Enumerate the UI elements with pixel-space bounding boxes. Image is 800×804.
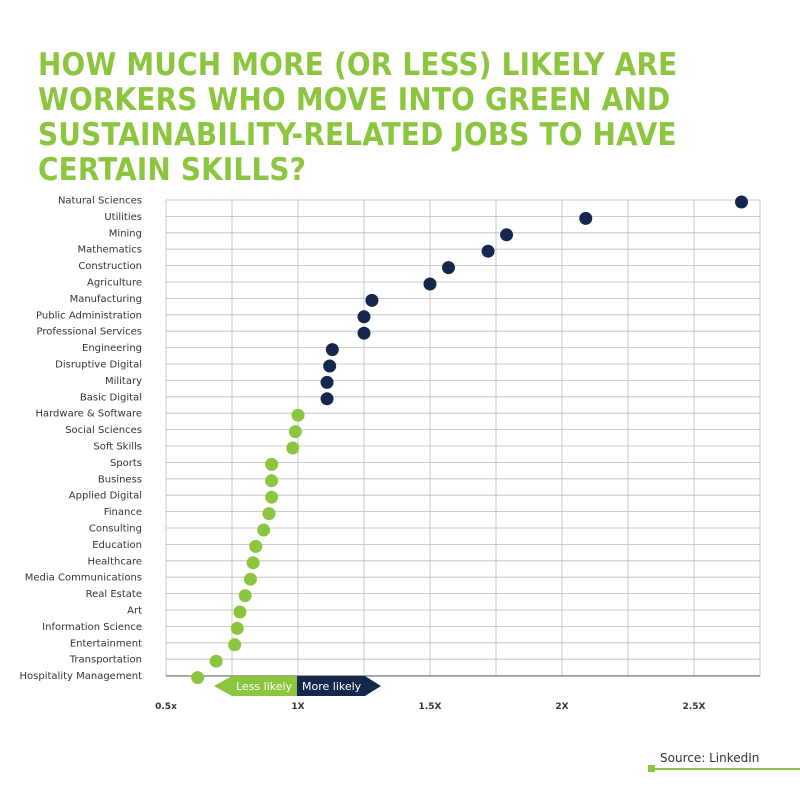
data-point — [265, 474, 279, 488]
data-point — [481, 244, 495, 258]
data-point — [320, 375, 334, 389]
data-point — [365, 293, 379, 307]
category-label: Professional Services — [37, 327, 142, 338]
data-point — [249, 539, 263, 553]
grid — [165, 199, 761, 677]
data-point — [325, 343, 339, 357]
data-point — [357, 326, 371, 340]
data-point — [500, 228, 514, 242]
category-label: Media Communications — [25, 573, 142, 584]
category-label: Agriculture — [87, 278, 142, 289]
category-label: Applied Digital — [69, 491, 142, 502]
category-label: Disruptive Digital — [55, 360, 142, 371]
more-likely-label: More likely — [302, 680, 362, 693]
category-label: Entertainment — [70, 638, 142, 649]
likelihood-legend: Less likely More likely — [214, 676, 381, 696]
data-point — [230, 621, 244, 635]
data-point — [265, 457, 279, 471]
category-label: Education — [92, 540, 142, 551]
category-label: Mining — [109, 228, 142, 239]
category-label: Construction — [78, 261, 142, 272]
category-label: Consulting — [89, 524, 142, 535]
source-note: Source: LinkedIn — [660, 751, 760, 765]
category-label: Art — [127, 606, 142, 617]
category-label: Transportation — [69, 655, 142, 666]
data-point — [423, 277, 437, 291]
category-label: Public Administration — [36, 310, 142, 321]
x-tick-label: 0.5x — [155, 702, 177, 712]
x-tick-label: 1.5X — [419, 702, 442, 712]
data-point — [288, 425, 302, 439]
category-label: Engineering — [82, 343, 142, 354]
category-label: Business — [98, 474, 142, 485]
data-point — [243, 572, 257, 586]
data-point — [357, 310, 371, 324]
data-points — [191, 195, 749, 685]
data-point — [209, 654, 223, 668]
data-point — [286, 441, 300, 455]
x-tick-label: 2X — [555, 702, 568, 712]
data-point — [238, 589, 252, 603]
category-label: Military — [105, 376, 142, 387]
data-point — [265, 490, 279, 504]
category-label: Hardware & Software — [35, 409, 142, 420]
category-label: Mathematics — [78, 245, 142, 256]
x-tick-labels: 0.5x 1X 1.5X 2X 2.5X — [155, 702, 705, 712]
source-marker — [648, 765, 655, 772]
source-underline — [652, 768, 800, 770]
data-point — [323, 359, 337, 373]
data-point — [228, 638, 242, 652]
data-point — [291, 408, 305, 422]
chart-title: HOW MUCH MORE (OR LESS) LIKELY ARE WORKE… — [38, 47, 678, 188]
category-label: Natural Sciences — [58, 196, 142, 207]
category-label: Finance — [104, 507, 142, 518]
category-label: Manufacturing — [70, 294, 142, 305]
category-label: Social Sciences — [65, 425, 142, 436]
data-point — [735, 195, 749, 209]
more-likely-arrow — [297, 676, 381, 696]
data-point — [320, 392, 334, 406]
category-label: Soft Skills — [93, 442, 142, 453]
category-label: Sports — [110, 458, 142, 469]
data-point — [191, 671, 205, 685]
category-labels: Natural Sciences Utilities Mining Mathemati… — [20, 196, 143, 683]
category-label: Healthcare — [87, 556, 142, 567]
less-likely-label: Less likely — [236, 680, 293, 693]
data-point — [579, 211, 593, 225]
category-label: Information Science — [42, 622, 142, 633]
data-point — [257, 523, 271, 537]
data-point — [246, 556, 260, 570]
category-label: Basic Digital — [80, 392, 142, 403]
category-label: Real Estate — [86, 589, 142, 600]
x-tick-label: 2.5X — [683, 702, 706, 712]
data-point — [233, 605, 247, 619]
data-point — [441, 261, 455, 275]
data-point — [262, 507, 276, 521]
x-tick-label: 1X — [291, 702, 304, 712]
category-label: Hospitality Management — [20, 671, 143, 682]
category-label: Utilities — [104, 212, 142, 223]
less-likely-arrow — [214, 676, 297, 696]
